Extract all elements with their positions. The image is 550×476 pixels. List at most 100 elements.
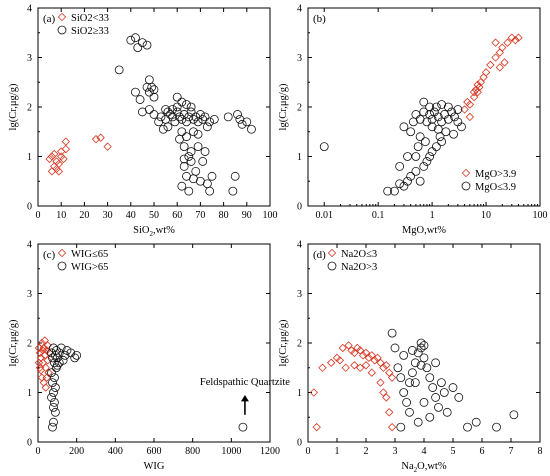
data-point (393, 363, 403, 373)
data-point (379, 363, 388, 372)
x-tick-label: 8 (538, 446, 543, 457)
data-point (509, 410, 519, 420)
x-tick-label: 7 (509, 446, 514, 457)
data-point (419, 97, 429, 107)
data-point (186, 147, 196, 156)
data-point (382, 393, 391, 402)
y-tick-label: 3 (27, 289, 32, 300)
data-point (61, 137, 71, 146)
panel-label: (c) (43, 249, 56, 261)
data-point (309, 388, 318, 397)
data-point (450, 112, 459, 122)
data-point (318, 363, 327, 372)
data-point (411, 166, 421, 176)
data-point (453, 105, 463, 114)
x-tick-label: 2 (364, 446, 369, 457)
plot-frame (307, 243, 541, 443)
data-point (237, 119, 247, 129)
data-point (419, 341, 429, 350)
legend: MgO>3.9 MgO≤3.9 (461, 168, 516, 193)
data-point (437, 117, 447, 127)
data-point (454, 393, 464, 402)
data-point (419, 107, 429, 117)
data-point (471, 417, 481, 427)
x-tick-label: 40 (126, 210, 136, 221)
data-point (429, 107, 439, 117)
data-point (57, 147, 66, 156)
data-point (233, 110, 242, 119)
data-point (205, 186, 215, 196)
data-point (205, 117, 215, 127)
data-point (433, 112, 443, 122)
data-point (475, 83, 484, 92)
data-point (419, 353, 429, 363)
x-tick-label: 0.01 (315, 210, 333, 221)
data-point (52, 360, 62, 370)
data-point (481, 68, 491, 77)
x-axis-label: WIG (144, 461, 165, 472)
legend: Na2O≤3 Na2O>3 (327, 248, 377, 273)
data-point (126, 35, 136, 45)
x-tick-label: 0 (36, 210, 41, 221)
data-point (142, 82, 152, 92)
data-point (511, 36, 520, 45)
data-point (479, 73, 488, 82)
data-point (396, 422, 406, 432)
data-point (70, 353, 80, 363)
x-tick-label: 1200 (260, 446, 280, 457)
data-point (361, 361, 371, 370)
x-tick-label: 5 (451, 446, 456, 457)
data-point (332, 353, 342, 363)
data-point (434, 402, 443, 412)
y-tick-label: 3 (297, 289, 302, 300)
data-point (137, 38, 147, 48)
data-point (415, 176, 425, 186)
data-point (41, 383, 50, 392)
data-point (447, 107, 457, 117)
legend: SiO2<33 SiO2≥33 (57, 12, 109, 37)
y-tick-label: 4 (297, 4, 302, 15)
data-point (45, 154, 54, 164)
x-tick-label: 1 (335, 446, 340, 457)
legend-label: SiO2<33 (71, 13, 109, 24)
data-point (425, 373, 435, 383)
data-point (356, 363, 365, 372)
data-point (457, 122, 466, 132)
data-point (435, 132, 445, 142)
data-point (385, 408, 394, 417)
data-point (223, 112, 233, 122)
data-point (57, 152, 66, 161)
data-point (390, 186, 399, 196)
x-axis-label: Na2O,wt% (401, 461, 446, 474)
legend-marker (57, 261, 67, 271)
y-axis-label: lg(Cr,μg/g) (278, 319, 289, 366)
data-point (184, 152, 194, 161)
data-point (47, 167, 57, 176)
data-point (52, 353, 62, 363)
series-1 (114, 33, 256, 196)
y-tick-label: 2 (297, 103, 302, 114)
data-point (367, 351, 376, 360)
data-point (184, 112, 194, 122)
x-tick-label: 10 (56, 210, 66, 221)
data-point (135, 95, 145, 104)
data-point (350, 361, 359, 370)
data-point (364, 353, 374, 363)
data-point (431, 358, 441, 368)
y-tick-label: 1 (27, 152, 32, 163)
y-tick-label: 1 (297, 152, 302, 163)
y-tick-label: 0 (297, 202, 302, 213)
data-point (425, 412, 435, 422)
data-point (419, 397, 429, 407)
data-point (376, 358, 385, 367)
data-point (448, 383, 458, 392)
data-point (473, 87, 482, 97)
x-tick-label: 1000 (221, 446, 241, 457)
data-point (406, 171, 416, 181)
data-point (416, 343, 426, 353)
data-point (202, 179, 212, 189)
data-point (495, 48, 504, 57)
x-tick-label: 10 (481, 210, 491, 221)
